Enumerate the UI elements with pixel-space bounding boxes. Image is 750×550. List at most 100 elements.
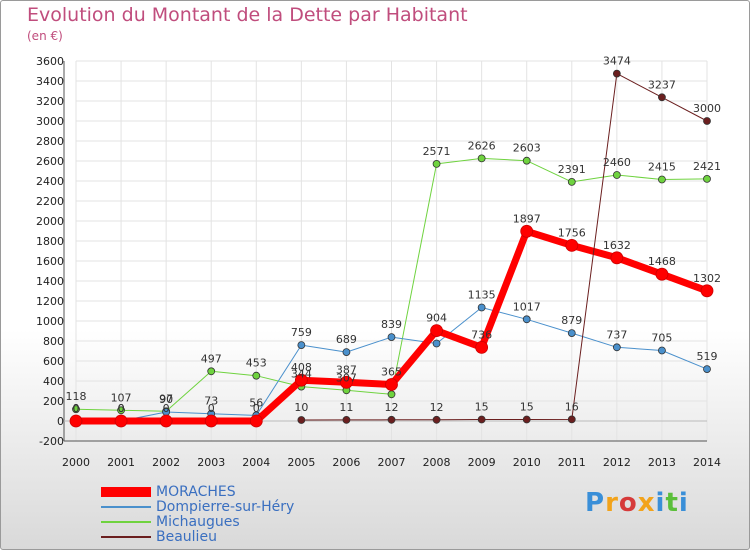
legend-swatch bbox=[101, 530, 151, 545]
data-label-michaugues: 2571 bbox=[423, 145, 451, 158]
y-tick-label: 3600 bbox=[36, 55, 64, 68]
y-tick-label: 2200 bbox=[36, 195, 64, 208]
y-tick-label: 2600 bbox=[36, 155, 64, 168]
x-tick-label: 2001 bbox=[107, 456, 135, 469]
y-tick-label: 1600 bbox=[36, 255, 64, 268]
x-tick-label: 2008 bbox=[423, 456, 451, 469]
data-point-michaugues bbox=[387, 390, 396, 399]
data-point-moraches bbox=[700, 284, 714, 298]
logo-letter: i bbox=[678, 488, 689, 518]
data-point-dompierre-sur-h-ry bbox=[342, 348, 351, 357]
data-point-beaulieu bbox=[658, 93, 666, 102]
data-point-dompierre-sur-h-ry bbox=[612, 343, 621, 352]
data-label-dompierre-sur-h-ry: 519 bbox=[697, 350, 718, 363]
data-label-moraches: 1468 bbox=[648, 255, 676, 268]
y-tick-label: 3000 bbox=[36, 115, 64, 128]
data-label-moraches: 387 bbox=[336, 363, 357, 376]
data-label-dompierre-sur-h-ry: 705 bbox=[651, 332, 672, 345]
logo-letter: r bbox=[605, 488, 619, 518]
x-tick-label: 2009 bbox=[468, 456, 496, 469]
data-label-moraches: 736 bbox=[471, 328, 492, 341]
data-label-michaugues: 307 bbox=[336, 371, 357, 384]
data-label-beaulieu: 3474 bbox=[603, 55, 631, 68]
data-label-beaulieu: 12 bbox=[385, 401, 399, 414]
data-label-dompierre-sur-h-ry: 1017 bbox=[513, 300, 541, 313]
data-point-michaugues bbox=[522, 156, 531, 165]
data-label-moraches: 0 bbox=[208, 402, 215, 415]
x-tick-label: 2011 bbox=[558, 456, 586, 469]
data-label-moraches: 0 bbox=[118, 402, 125, 415]
data-label-moraches: 408 bbox=[291, 361, 312, 374]
data-point-michaugues bbox=[117, 406, 125, 415]
data-label-moraches: 1302 bbox=[693, 272, 721, 285]
data-label-dompierre-sur-h-ry: 1135 bbox=[468, 289, 496, 302]
legend-swatch bbox=[101, 515, 151, 530]
data-point-beaulieu bbox=[612, 69, 621, 78]
data-label-dompierre-sur-h-ry: 0 bbox=[118, 402, 125, 415]
x-tick-label: 2002 bbox=[152, 456, 180, 469]
data-point-moraches bbox=[610, 251, 624, 265]
data-label-beaulieu: 16 bbox=[565, 400, 579, 413]
data-point-beaulieu bbox=[703, 117, 711, 125]
data-point-beaulieu bbox=[297, 416, 306, 424]
y-tick-label: 3200 bbox=[36, 95, 64, 108]
data-label-beaulieu: 15 bbox=[475, 401, 489, 414]
data-label-moraches: 1756 bbox=[558, 226, 586, 239]
y-tick-label: 1800 bbox=[36, 235, 64, 248]
data-point-dompierre-sur-h-ry bbox=[703, 365, 711, 374]
x-tick-label: 2005 bbox=[287, 456, 315, 469]
legend-label: Dompierre-sur-Héry bbox=[156, 499, 295, 515]
data-label-moraches: 904 bbox=[426, 312, 447, 325]
data-label-michaugues: 107 bbox=[111, 391, 132, 404]
data-point-michaugues bbox=[252, 371, 261, 380]
data-point-moraches bbox=[430, 324, 443, 338]
data-point-dompierre-sur-h-ry bbox=[567, 329, 576, 338]
legend-label: MORACHES bbox=[156, 484, 236, 500]
y-tick-label: 1400 bbox=[36, 275, 64, 288]
y-tick-label: 1200 bbox=[36, 295, 64, 308]
data-point-michaugues bbox=[612, 171, 621, 179]
data-label-michaugues: 344 bbox=[291, 368, 312, 381]
data-point-dompierre-sur-h-ry bbox=[522, 315, 531, 324]
data-label-michaugues: 97 bbox=[159, 392, 173, 405]
x-tick-label: 2010 bbox=[513, 456, 541, 469]
data-point-moraches bbox=[294, 373, 308, 387]
data-label-michaugues: 2421 bbox=[693, 160, 721, 173]
legend-label: Michaugues bbox=[156, 514, 240, 530]
y-tick-label: 2000 bbox=[36, 215, 64, 228]
data-label-dompierre-sur-h-ry: 90 bbox=[159, 393, 173, 406]
y-tick-label: 2400 bbox=[36, 175, 64, 188]
y-tick-label: 400 bbox=[43, 375, 64, 388]
data-label-michaugues: 2460 bbox=[603, 156, 631, 169]
data-point-moraches bbox=[565, 238, 579, 252]
data-point-michaugues bbox=[477, 154, 486, 163]
data-point-moraches bbox=[204, 414, 218, 428]
y-tick-label: 600 bbox=[43, 355, 64, 368]
data-label-beaulieu: 3237 bbox=[648, 78, 676, 91]
data-label-michaugues: 497 bbox=[201, 352, 222, 365]
data-label-moraches: 1632 bbox=[603, 239, 631, 252]
data-point-moraches bbox=[655, 267, 669, 281]
data-point-michaugues bbox=[72, 405, 80, 414]
x-tick-label: 2013 bbox=[648, 456, 676, 469]
x-tick-label: 2003 bbox=[197, 456, 225, 469]
data-label-beaulieu: 3000 bbox=[693, 102, 721, 115]
y-tick-label: 800 bbox=[43, 335, 64, 348]
data-point-moraches bbox=[249, 414, 263, 428]
data-label-dompierre-sur-h-ry: 56 bbox=[249, 396, 263, 409]
data-label-dompierre-sur-h-ry: 737 bbox=[606, 328, 627, 341]
data-label-moraches: 365 bbox=[381, 366, 402, 379]
data-point-moraches bbox=[475, 340, 489, 354]
data-point-beaulieu bbox=[342, 415, 351, 424]
data-label-michaugues: 2391 bbox=[558, 163, 586, 176]
data-point-moraches bbox=[340, 375, 353, 389]
legend-swatch bbox=[101, 500, 151, 515]
data-label-beaulieu: 11 bbox=[339, 401, 353, 414]
legend-swatch bbox=[101, 485, 151, 500]
data-point-dompierre-sur-h-ry bbox=[658, 346, 666, 355]
data-point-beaulieu bbox=[432, 415, 441, 424]
series-line-beaulieu bbox=[301, 73, 708, 421]
y-tick-label: 1000 bbox=[36, 315, 64, 328]
